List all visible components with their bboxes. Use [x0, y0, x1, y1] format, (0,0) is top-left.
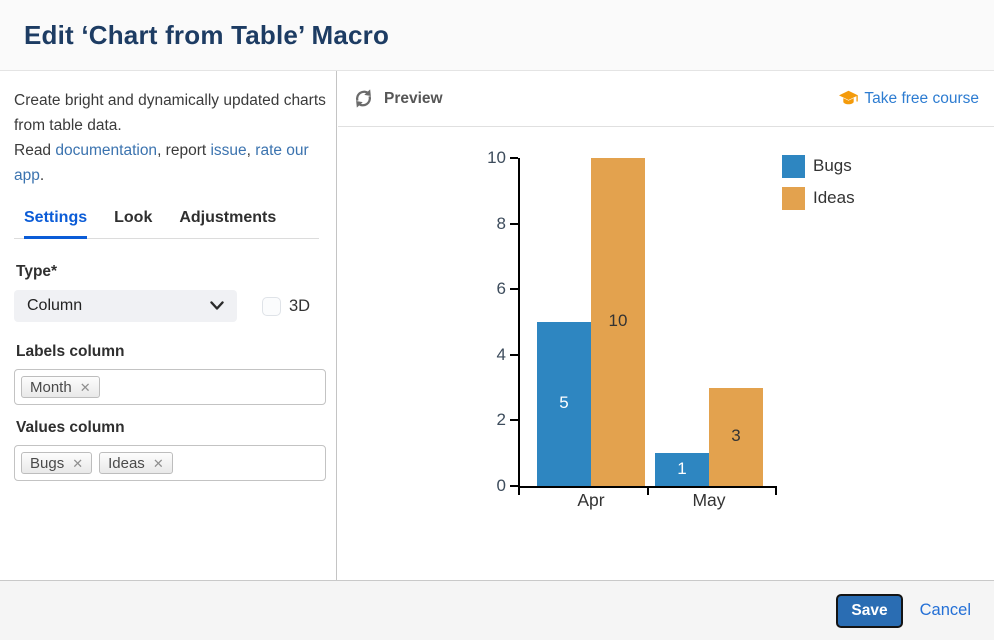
sidebar: Create bright and dynamically updated ch… — [0, 71, 337, 580]
y-tick-label: 2 — [496, 410, 506, 430]
graduation-cap-icon — [838, 89, 859, 108]
bar-ideas-may — [709, 388, 763, 486]
bar-value-label: 10 — [608, 311, 628, 330]
bar-bugs-apr — [537, 322, 591, 486]
y-tick-label: 0 — [496, 476, 506, 495]
x-tick-label: May — [692, 490, 726, 510]
x-tick-label: Apr — [577, 490, 605, 510]
tag-month-text: Month — [30, 378, 72, 396]
bar-value-label: 3 — [731, 426, 741, 445]
rate-app-link[interactable]: rate our app — [14, 142, 309, 184]
preview-header: Preview Take free course — [338, 71, 994, 127]
y-tick-label: 6 — [496, 279, 506, 299]
bar-value-label: 5 — [559, 393, 569, 412]
legend-label-ideas: Ideas — [813, 188, 855, 207]
tab-settings[interactable]: Settings — [24, 209, 88, 239]
tab-look[interactable]: Look — [114, 209, 153, 226]
save-button[interactable]: Save — [836, 593, 903, 628]
legend-label-bugs: Bugs — [813, 156, 852, 175]
tag-ideas-text: Ideas — [108, 454, 145, 472]
remove-tag-icon[interactable]: ✕ — [79, 379, 91, 395]
labels-column-label: Labels column — [16, 343, 125, 360]
bar-ideas-apr — [591, 158, 645, 486]
y-tick — [510, 485, 518, 487]
dialog-footer: Save Cancel — [0, 580, 994, 640]
labels-column-input[interactable]: Month ✕ — [14, 369, 326, 405]
tag-bugs[interactable]: Bugs ✕ — [21, 452, 93, 474]
y-tick-label: 10 — [487, 148, 506, 167]
y-tick — [510, 157, 518, 159]
y-tick — [510, 222, 518, 225]
legend-swatch-bugs — [782, 155, 805, 178]
tag-month[interactable]: Month ✕ — [21, 376, 100, 398]
dialog-header: Edit ‘Chart from Table’ Macro — [0, 0, 994, 71]
x-tick — [647, 486, 649, 495]
tab-bar: Settings Look Adjustments — [14, 209, 319, 239]
3d-checkbox[interactable] — [262, 296, 281, 316]
y-tick — [510, 288, 518, 291]
values-column-input[interactable]: Bugs ✕ Ideas ✕ — [14, 445, 326, 481]
preview-panel: Preview Take free course 5 10 Apr 1 3 May 0 2 4 6… — [338, 71, 994, 580]
refresh-icon[interactable] — [353, 88, 374, 109]
3d-checkbox-label: 3D — [289, 296, 311, 315]
chevron-down-icon — [210, 301, 224, 311]
remove-tag-icon[interactable]: ✕ — [72, 455, 84, 471]
x-tick — [518, 486, 520, 495]
tab-adjustments[interactable]: Adjustments — [179, 209, 277, 226]
type-select-value: Column — [27, 297, 83, 314]
type-label: Type* — [16, 263, 58, 280]
y-tick-label: 4 — [496, 344, 506, 364]
type-select[interactable]: Column — [14, 290, 237, 322]
documentation-link[interactable]: documentation — [55, 142, 158, 159]
values-column-label: Values column — [16, 419, 125, 436]
chart-canvas: 5 10 Apr 1 3 May 0 2 4 6 8 10 Bugs Ideas — [338, 127, 994, 513]
y-tick — [510, 353, 518, 356]
x-tick — [775, 486, 777, 495]
tag-ideas[interactable]: Ideas ✕ — [99, 452, 173, 474]
tag-bugs-text: Bugs — [30, 454, 65, 472]
legend-swatch-ideas — [782, 187, 805, 210]
take-free-course-link[interactable]: Take free course — [838, 89, 979, 108]
bar-bugs-may — [655, 453, 709, 486]
page-title: Edit ‘Chart from Table’ Macro — [24, 20, 390, 50]
app-description: Create bright and dynamically updated ch… — [14, 92, 326, 184]
cancel-link[interactable]: Cancel — [919, 601, 971, 619]
remove-tag-icon[interactable]: ✕ — [152, 455, 164, 471]
y-axis-line — [518, 158, 520, 488]
y-tick-label: 8 — [496, 213, 506, 233]
bar-value-label: 1 — [677, 458, 687, 478]
preview-title: Preview — [384, 89, 443, 107]
y-tick — [510, 419, 518, 422]
issue-link[interactable]: issue — [210, 142, 247, 159]
type-row: Column 3D — [14, 290, 322, 322]
